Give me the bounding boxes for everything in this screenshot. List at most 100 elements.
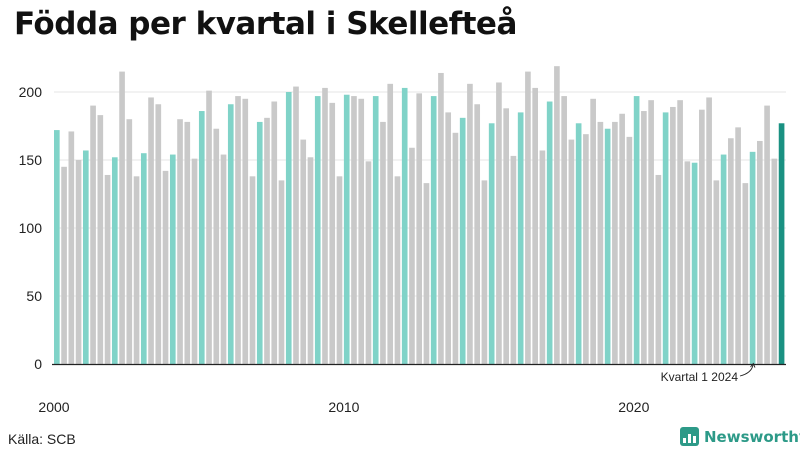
bar (532, 87, 538, 365)
bar (590, 98, 596, 365)
bar (452, 132, 459, 364)
bar (264, 117, 270, 364)
bar (459, 117, 466, 364)
bar (213, 128, 220, 364)
bar (416, 93, 423, 365)
bar (227, 104, 234, 365)
bar (474, 104, 481, 365)
bar (655, 174, 662, 364)
bar (177, 119, 183, 364)
bar (90, 105, 96, 364)
x-tick-label: 2010 (328, 399, 359, 415)
bar (525, 71, 531, 364)
brand[interactable]: Newsworthy (680, 427, 800, 446)
bar (503, 108, 509, 364)
bar (648, 100, 654, 364)
bar (336, 176, 343, 364)
bar (155, 104, 162, 365)
bar (626, 136, 633, 364)
x-tick-label: 2000 (38, 399, 69, 415)
bar (220, 154, 227, 364)
bar (561, 96, 567, 364)
bar (351, 96, 357, 364)
bar (641, 111, 647, 364)
axes: 0 50 100 150 200 2000 2010 2020 (19, 84, 786, 415)
bar (307, 157, 314, 364)
bar (467, 83, 473, 364)
bar (430, 96, 437, 364)
bar (764, 105, 770, 364)
bar (735, 127, 741, 364)
bar (329, 102, 336, 364)
bar (539, 150, 546, 364)
bar (771, 158, 778, 364)
bar (401, 87, 408, 365)
bar (597, 121, 604, 364)
bar (575, 123, 582, 364)
bar (380, 121, 386, 364)
bar (314, 96, 321, 364)
chart-title: Födda per kvartal i Skellefteå (14, 6, 517, 42)
source-label: Källa: SCB (8, 431, 76, 447)
bar (133, 176, 140, 364)
bar (583, 134, 589, 364)
bar (358, 98, 365, 365)
annotation: Kvartal 1 2024 (661, 362, 756, 384)
bar (554, 66, 560, 364)
bar (720, 154, 727, 364)
annotation-label: Kvartal 1 2024 (661, 370, 739, 384)
bar (445, 112, 452, 365)
bar (111, 157, 118, 364)
bar (568, 139, 575, 364)
y-tick-label: 150 (19, 152, 43, 168)
bar (75, 160, 82, 364)
y-tick-label: 100 (19, 220, 43, 236)
bar (677, 100, 683, 364)
bar (249, 176, 256, 364)
bar (612, 121, 618, 364)
y-tick-label: 0 (34, 356, 42, 372)
bar (749, 151, 756, 364)
newsworthy-logo-icon (680, 427, 699, 446)
bar (162, 170, 169, 364)
bar (343, 94, 350, 364)
bar (119, 71, 125, 364)
bar (619, 113, 625, 364)
brand-name: Newsworthy (704, 427, 800, 446)
bar (699, 109, 705, 365)
bar (742, 183, 749, 364)
bar (54, 130, 60, 364)
bar (148, 97, 154, 364)
bar (104, 174, 111, 364)
bar (278, 180, 285, 364)
bar (706, 97, 712, 364)
bar (684, 161, 691, 364)
bar (191, 158, 198, 364)
bar (691, 162, 698, 364)
bar (68, 131, 75, 364)
bar (670, 106, 676, 365)
bar (300, 139, 307, 364)
x-tick-label: 2020 (618, 399, 649, 415)
bar (387, 83, 394, 364)
bar (481, 180, 488, 364)
bar (546, 101, 553, 365)
annotation-arrowhead (750, 362, 756, 368)
bar (140, 153, 147, 364)
bar (662, 112, 669, 365)
bar (488, 123, 495, 364)
bar (169, 154, 176, 364)
bar (778, 123, 785, 364)
bars (54, 66, 785, 365)
bar (206, 90, 212, 364)
bar (438, 72, 444, 365)
bar (184, 121, 191, 364)
bar (510, 155, 517, 364)
bar (126, 119, 133, 364)
annotation-arrow (739, 364, 754, 377)
bar (633, 96, 640, 364)
bar (423, 183, 430, 364)
bar (256, 121, 263, 364)
bar (198, 111, 205, 364)
